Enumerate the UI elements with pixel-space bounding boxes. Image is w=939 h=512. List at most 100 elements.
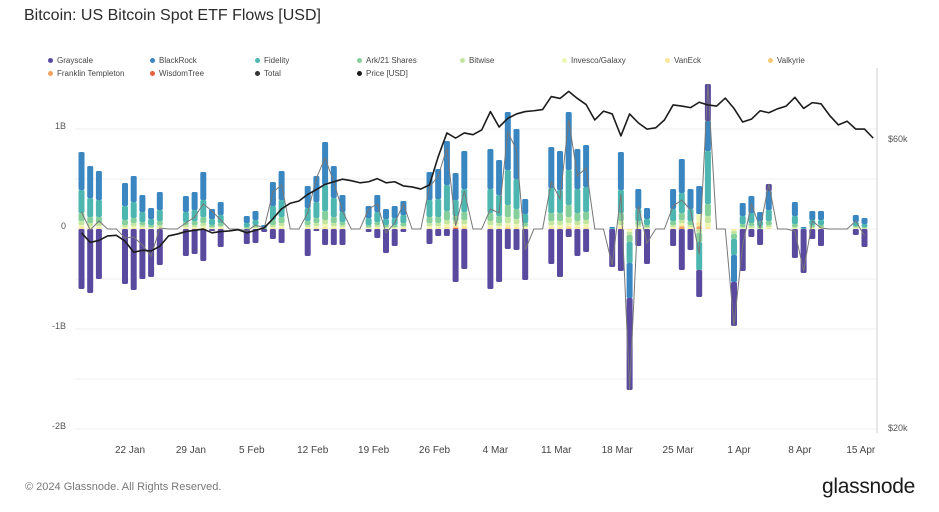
legend-item[interactable]: Total [255, 69, 281, 78]
bar-segment-vaneck [191, 228, 198, 229]
legend-item[interactable]: Price [USD] [357, 69, 408, 78]
legend-label: Grayscale [57, 56, 94, 65]
legend-dot-icon [460, 58, 465, 63]
bar-segment-grayscale [339, 229, 346, 245]
bar-segment-fidelity [400, 215, 407, 223]
bar-segment-fidelity [243, 223, 250, 227]
bar-segment-bitwise [644, 227, 650, 228]
legend-item[interactable]: Invesco/Galaxy [562, 56, 626, 65]
bar-segment-grayscale [513, 229, 520, 250]
bar-segment-blackrock [148, 208, 155, 219]
legend-dot-icon [562, 58, 567, 63]
bar-segment-grayscale [522, 229, 529, 280]
bar-segment-grayscale [261, 229, 268, 232]
bar-segment-ark [191, 221, 198, 225]
bar-segment-vaneck [374, 228, 381, 229]
bar-segment-blackrock [809, 211, 816, 220]
bar-segment-ark [791, 224, 798, 227]
bar-segment-bitwise [217, 226, 224, 227]
bar-segment-blackrock [365, 206, 372, 218]
bar-segment-bitwise [626, 232, 633, 235]
bar-segment-fidelity [609, 228, 616, 229]
x-tick-label: 18 Mar [601, 445, 633, 456]
bar-segment-grayscale [583, 229, 590, 252]
bar-segment-blackrock [861, 218, 868, 224]
x-tick-label: 22 Jan [114, 445, 146, 456]
bar-segment-vaneck [765, 228, 772, 229]
bar-segment-bitwise [504, 217, 511, 223]
bar-segment-grayscale [78, 229, 85, 289]
bar-segment-bitwise [365, 227, 372, 228]
bar-segment-invesco [487, 225, 494, 227]
bar-segment-invesco [339, 227, 346, 228]
bar-segment-invesco [687, 227, 694, 228]
bar-segment-ark [435, 217, 442, 223]
bar-segment-bitwise [635, 225, 642, 227]
chart-title: Bitcoin: US Bitcoin Spot ETF Flows [USD] [24, 7, 321, 24]
bar-segment-bitwise [809, 227, 816, 228]
bar-segment-ark [217, 223, 224, 226]
bar-segment-franklin [696, 227, 703, 229]
bar-segment-grayscale [252, 229, 259, 243]
bar-segment-blackrock [156, 192, 163, 210]
bar-segment-vaneck [731, 229, 737, 230]
bar-segment-vaneck [182, 228, 189, 229]
bar-segment-invesco [809, 228, 816, 229]
legend-item[interactable]: Valkyrie [768, 56, 805, 65]
legend-dot-icon [255, 58, 260, 63]
legend-label: VanEck [674, 56, 701, 65]
bar-segment-invesco [209, 228, 215, 229]
bar-segment-grayscale [426, 229, 433, 244]
bar-segment-blackrock [504, 112, 511, 170]
bar-segment-fidelity [148, 219, 155, 225]
bar-segment-wisdomtree [452, 228, 459, 229]
legend-item[interactable]: BlackRock [150, 56, 197, 65]
bar-segment-invesco [557, 225, 563, 227]
bar-segment-bitwise [87, 223, 94, 226]
bar-segment-ark [156, 221, 163, 225]
bar-segment-grayscale [443, 229, 450, 236]
bar-segment-bitwise [617, 221, 624, 225]
legend-item[interactable]: Franklin Templeton [48, 69, 124, 78]
bar-segment-vaneck [635, 228, 642, 229]
bar-segment-invesco [765, 227, 772, 228]
bar-segment-grayscale [496, 229, 503, 282]
bar-segment-grayscale [487, 229, 494, 289]
x-tick-label: 5 Feb [239, 445, 265, 456]
bar-segment-bitwise [322, 220, 329, 224]
bar-segment-vaneck [461, 226, 468, 228]
bar-segment-invesco [400, 227, 407, 228]
bar-segment-invesco [322, 224, 329, 227]
bar-segment-fidelity [191, 210, 198, 221]
bar-segment-blackrock [209, 209, 215, 219]
bar-segment-vaneck [678, 225, 685, 226]
bar-segment-fidelity [330, 198, 337, 217]
legend-item[interactable]: Bitwise [460, 56, 494, 65]
legend-item[interactable]: Fidelity [255, 56, 289, 65]
bar-segment-ark [391, 225, 398, 227]
bar-segment-bitwise [243, 228, 250, 229]
total-flow-line [81, 83, 865, 391]
legend-item[interactable]: Ark/21 Shares [357, 56, 417, 65]
bar-segment-grayscale [304, 229, 311, 256]
bar-segment-ark [574, 213, 581, 221]
legend-item[interactable]: VanEck [665, 56, 701, 65]
bar-segment-bitwise [391, 227, 398, 228]
bar-segment-grayscale [452, 229, 459, 282]
bar-segment-fidelity [583, 187, 590, 212]
bar-segment-grayscale [400, 229, 407, 232]
bar-segment-grayscale [435, 229, 442, 236]
y-tick-label: 0 [60, 221, 66, 231]
legend-dot-icon [665, 58, 670, 63]
legend-item[interactable]: WisdomTree [150, 69, 204, 78]
bar-segment-ark [696, 233, 703, 242]
bar-segment-blackrock [609, 227, 616, 228]
bar-segment-ark [513, 209, 520, 219]
legend-label: BlackRock [159, 56, 197, 65]
bar-segment-fidelity [78, 190, 85, 213]
bar-segment-vaneck [304, 228, 311, 229]
bar-segment-blackrock [696, 186, 703, 214]
bar-segment-invesco [330, 226, 337, 228]
bar-segment-bitwise [583, 220, 590, 224]
legend-item[interactable]: Grayscale [48, 56, 93, 65]
